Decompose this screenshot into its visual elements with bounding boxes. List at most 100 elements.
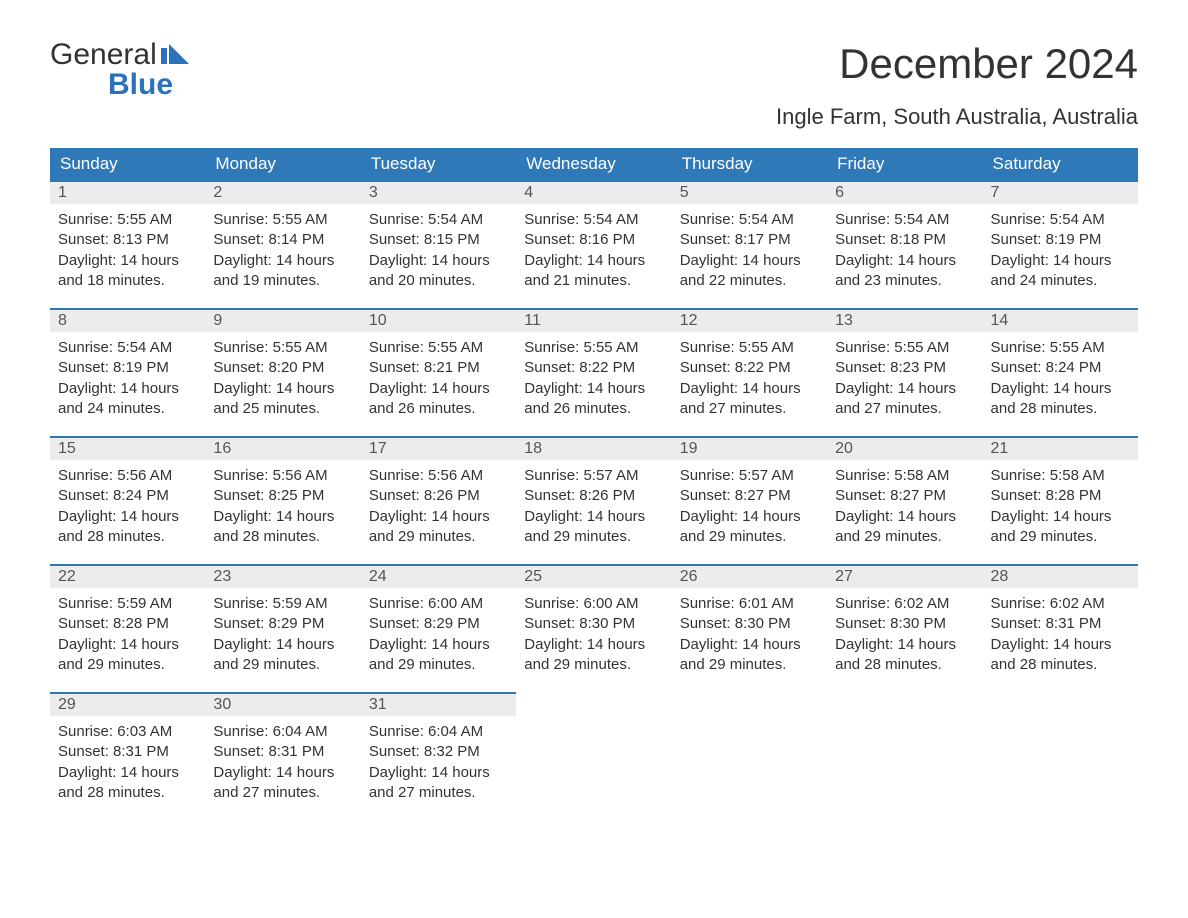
day-number: 29 (50, 692, 205, 716)
daylight-line: Daylight: 14 hours and 26 minutes. (524, 379, 663, 420)
brand-word-2: Blue (108, 70, 173, 100)
sunrise-line: Sunrise: 6:00 AM (369, 594, 508, 614)
sunset-line: Sunset: 8:24 PM (58, 486, 197, 506)
calendar-cell: 4Sunrise: 5:54 AMSunset: 8:16 PMDaylight… (516, 180, 671, 308)
day-number: 26 (672, 564, 827, 588)
sunset-line: Sunset: 8:14 PM (213, 230, 352, 250)
day-details: Sunrise: 6:02 AMSunset: 8:31 PMDaylight:… (983, 588, 1138, 685)
daylight-line: Daylight: 14 hours and 20 minutes. (369, 251, 508, 292)
day-number: 15 (50, 436, 205, 460)
calendar-cell: 19Sunrise: 5:57 AMSunset: 8:27 PMDayligh… (672, 436, 827, 564)
day-number: 1 (50, 180, 205, 204)
calendar-cell (672, 692, 827, 820)
calendar-cell: 13Sunrise: 5:55 AMSunset: 8:23 PMDayligh… (827, 308, 982, 436)
day-number: 10 (361, 308, 516, 332)
sunrise-line: Sunrise: 6:03 AM (58, 722, 197, 742)
day-number: 11 (516, 308, 671, 332)
day-details: Sunrise: 6:00 AMSunset: 8:29 PMDaylight:… (361, 588, 516, 685)
sunset-line: Sunset: 8:31 PM (991, 614, 1130, 634)
daylight-line: Daylight: 14 hours and 29 minutes. (58, 635, 197, 676)
calendar-cell: 9Sunrise: 5:55 AMSunset: 8:20 PMDaylight… (205, 308, 360, 436)
sunset-line: Sunset: 8:25 PM (213, 486, 352, 506)
day-details: Sunrise: 5:55 AMSunset: 8:14 PMDaylight:… (205, 204, 360, 301)
weekday-header: Tuesday (361, 148, 516, 180)
sunrise-line: Sunrise: 6:04 AM (369, 722, 508, 742)
sunrise-line: Sunrise: 5:55 AM (835, 338, 974, 358)
daylight-line: Daylight: 14 hours and 28 minutes. (213, 507, 352, 548)
day-number: 22 (50, 564, 205, 588)
calendar-cell: 18Sunrise: 5:57 AMSunset: 8:26 PMDayligh… (516, 436, 671, 564)
sunrise-line: Sunrise: 5:54 AM (680, 210, 819, 230)
daylight-line: Daylight: 14 hours and 27 minutes. (369, 763, 508, 804)
day-details: Sunrise: 5:55 AMSunset: 8:13 PMDaylight:… (50, 204, 205, 301)
flag-icon (161, 40, 189, 70)
daylight-line: Daylight: 14 hours and 27 minutes. (213, 763, 352, 804)
sunset-line: Sunset: 8:23 PM (835, 358, 974, 378)
daylight-line: Daylight: 14 hours and 29 minutes. (369, 635, 508, 676)
sunset-line: Sunset: 8:31 PM (58, 742, 197, 762)
calendar-cell: 21Sunrise: 5:58 AMSunset: 8:28 PMDayligh… (983, 436, 1138, 564)
sunset-line: Sunset: 8:30 PM (680, 614, 819, 634)
day-details: Sunrise: 5:58 AMSunset: 8:28 PMDaylight:… (983, 460, 1138, 557)
day-number: 27 (827, 564, 982, 588)
sunset-line: Sunset: 8:29 PM (213, 614, 352, 634)
sunrise-line: Sunrise: 6:00 AM (524, 594, 663, 614)
location-subtitle: Ingle Farm, South Australia, Australia (50, 104, 1138, 130)
day-number: 24 (361, 564, 516, 588)
day-number: 17 (361, 436, 516, 460)
day-number: 18 (516, 436, 671, 460)
sunrise-line: Sunrise: 5:56 AM (58, 466, 197, 486)
day-number: 8 (50, 308, 205, 332)
day-details: Sunrise: 5:59 AMSunset: 8:29 PMDaylight:… (205, 588, 360, 685)
calendar-table: SundayMondayTuesdayWednesdayThursdayFrid… (50, 148, 1138, 820)
daylight-line: Daylight: 14 hours and 29 minutes. (524, 507, 663, 548)
calendar-row: 29 Sunrise: 6:03 AMSunset: 8:31 PM Dayligh… (50, 692, 1138, 820)
sunrise-line: Sunrise: 5:57 AM (680, 466, 819, 486)
header: General Blue December 2024 (50, 40, 1138, 100)
calendar-body: 1Sunrise: 5:55 AMSunset: 8:13 PMDaylight… (50, 180, 1138, 820)
day-details: Sunrise: 5:57 AMSunset: 8:26 PMDaylight:… (516, 460, 671, 557)
calendar-cell: 24Sunrise: 6:00 AMSunset: 8:29 PMDayligh… (361, 564, 516, 692)
sunrise-line: Sunrise: 5:54 AM (369, 210, 508, 230)
calendar-cell: 1Sunrise: 5:55 AMSunset: 8:13 PMDaylight… (50, 180, 205, 308)
day-number: 13 (827, 308, 982, 332)
day-details: Sunrise: 6:01 AMSunset: 8:30 PMDaylight:… (672, 588, 827, 685)
calendar-cell: 25Sunrise: 6:00 AMSunset: 8:30 PMDayligh… (516, 564, 671, 692)
daylight-line: Daylight: 14 hours and 24 minutes. (58, 379, 197, 420)
daylight-line: Daylight: 14 hours and 18 minutes. (58, 251, 197, 292)
sunset-line: Sunset: 8:22 PM (680, 358, 819, 378)
day-details: Sunrise: 5:55 AMSunset: 8:20 PMDaylight:… (205, 332, 360, 429)
calendar-cell: 28Sunrise: 6:02 AMSunset: 8:31 PMDayligh… (983, 564, 1138, 692)
daylight-line: Daylight: 14 hours and 29 minutes. (991, 507, 1130, 548)
sunset-line: Sunset: 8:30 PM (524, 614, 663, 634)
brand-word-1: General (50, 40, 157, 70)
calendar-cell: 17Sunrise: 5:56 AMSunset: 8:26 PMDayligh… (361, 436, 516, 564)
sunset-line: Sunset: 8:22 PM (524, 358, 663, 378)
calendar-cell: 27Sunrise: 6:02 AMSunset: 8:30 PMDayligh… (827, 564, 982, 692)
sunrise-line: Sunrise: 5:56 AM (213, 466, 352, 486)
sunrise-line: Sunrise: 5:55 AM (58, 210, 197, 230)
day-number: 4 (516, 180, 671, 204)
day-details: Sunrise: 5:55 AMSunset: 8:22 PMDaylight:… (516, 332, 671, 429)
calendar-cell: 26Sunrise: 6:01 AMSunset: 8:30 PMDayligh… (672, 564, 827, 692)
calendar-row: 15Sunrise: 5:56 AMSunset: 8:24 PMDayligh… (50, 436, 1138, 564)
sunrise-line: Sunrise: 5:55 AM (213, 338, 352, 358)
day-number: 14 (983, 308, 1138, 332)
day-number: 3 (361, 180, 516, 204)
sunrise-line: Sunrise: 6:02 AM (991, 594, 1130, 614)
sunset-line: Sunset: 8:28 PM (58, 614, 197, 634)
brand-logo: General Blue (50, 40, 189, 100)
sunrise-line: Sunrise: 5:58 AM (835, 466, 974, 486)
weekday-header: Wednesday (516, 148, 671, 180)
sunset-line: Sunset: 8:16 PM (524, 230, 663, 250)
day-details: Sunrise: 5:56 AMSunset: 8:26 PMDaylight:… (361, 460, 516, 557)
daylight-line: Daylight: 14 hours and 29 minutes. (524, 635, 663, 676)
calendar-cell: 30Sunrise: 6:04 AMSunset: 8:31 PMDayligh… (205, 692, 360, 820)
day-number: 7 (983, 180, 1138, 204)
day-details: Sunrise: 5:54 AMSunset: 8:16 PMDaylight:… (516, 204, 671, 301)
calendar-cell: 15Sunrise: 5:56 AMSunset: 8:24 PMDayligh… (50, 436, 205, 564)
day-number: 23 (205, 564, 360, 588)
sunset-line: Sunset: 8:15 PM (369, 230, 508, 250)
daylight-line: Daylight: 14 hours and 29 minutes. (680, 507, 819, 548)
daylight-line: Daylight: 14 hours and 22 minutes. (680, 251, 819, 292)
